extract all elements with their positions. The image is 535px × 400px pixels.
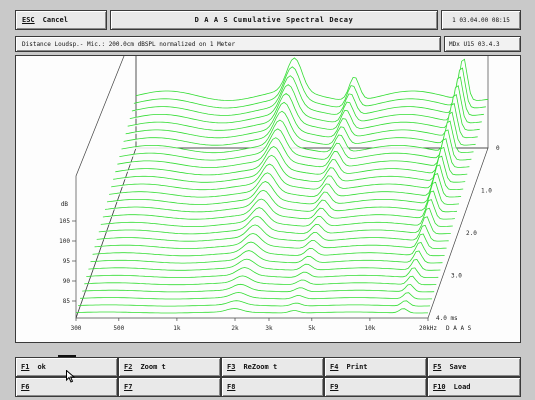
chart-axes [72, 56, 489, 321]
f5-key: F5 [433, 363, 442, 371]
waterfall-plot-frame: 105 100 95 90 85 dB 300 500 1k 2k 3k 5k 10k 20kHz D A … [15, 55, 521, 343]
f3-rezoom-button[interactable]: F3 ReZoom t [221, 357, 324, 377]
chart-labels: 105 100 95 90 85 dB 300 500 1k 2k 3k 5k 10k 20kHz D A … [59, 145, 500, 332]
decay-slice-line [84, 275, 437, 286]
decay-slice-line [75, 308, 428, 314]
decay-slice-line [78, 300, 431, 307]
y-tick-label: 105 [59, 218, 70, 225]
x-tick-label: 2k [231, 325, 239, 332]
decay-slice-line [90, 250, 443, 264]
f1-key: F1 [21, 363, 30, 371]
decay-slice-line [125, 101, 478, 139]
decay-slice-line [135, 57, 489, 101]
decay-slice-line [111, 163, 464, 191]
y-tick-label: 95 [63, 258, 71, 265]
window-title: D A A S Cumulative Spectral Decay [110, 10, 438, 30]
decay-slice-line [133, 66, 486, 109]
esc-key-label: ESC [22, 16, 35, 24]
decay-slice-line [92, 241, 445, 257]
x-tick-label: 1k [173, 325, 181, 332]
y-tick-label: 85 [63, 298, 71, 305]
decay-slice-line [127, 93, 480, 131]
f2-zoom-button[interactable]: F2 Zoom t [118, 357, 221, 377]
f7-button[interactable]: F7 [118, 377, 221, 397]
x-tick-label: 5k [308, 325, 316, 332]
decay-slices [75, 57, 489, 314]
decay-slice-line [109, 172, 462, 198]
decay-slice-line [94, 233, 447, 249]
decay-slice-line [115, 146, 468, 176]
decay-slice-line [119, 128, 472, 161]
f8-button[interactable]: F8 [221, 377, 324, 397]
y-tick-label: 90 [63, 278, 71, 285]
decay-slice-line [129, 84, 482, 124]
cancel-button[interactable]: ESC Cancel [15, 10, 107, 30]
decay-slice-line [96, 224, 449, 242]
f8-key: F8 [227, 383, 236, 391]
focus-cursor [58, 355, 76, 357]
datetime-display: 1 03.04.00 08:15 [441, 10, 521, 30]
f5-label: Save [449, 363, 467, 371]
f3-key: F3 [227, 363, 236, 371]
floor-plane [75, 147, 489, 319]
f4-key: F4 [330, 363, 339, 371]
decay-slice-line [117, 137, 470, 168]
decay-slice-line [86, 267, 439, 278]
y-tick-label: 100 [59, 238, 70, 245]
time-tick-label: 4.0 ms [436, 315, 458, 322]
decay-slice-line [82, 283, 435, 293]
f4-print-button[interactable]: F4 Print [324, 357, 427, 377]
decay-slice-line [88, 258, 441, 271]
decay-slice-line [102, 198, 455, 220]
f2-label: Zoom t [140, 363, 166, 371]
decay-slice-line [121, 119, 474, 154]
x-tick-label: 300 [71, 325, 82, 332]
decay-slice-line [131, 75, 484, 116]
f10-key: F10 [433, 383, 446, 391]
f1-label: ok [37, 363, 46, 371]
decay-slice-line [104, 189, 458, 213]
f2-key: F2 [124, 363, 133, 371]
f9-key: F9 [330, 383, 339, 391]
time-tick-label: 3.0 [451, 273, 462, 280]
time-tick-label: 0 [496, 145, 500, 152]
decay-slice-line [106, 181, 460, 205]
brand-label: D A A S [446, 325, 472, 332]
f10-load-button[interactable]: F10 Load [427, 377, 521, 397]
left-wall [75, 56, 137, 319]
x-tick-label: 10k [364, 325, 375, 332]
cancel-label: Cancel [42, 16, 68, 24]
version-info: MDx U15 03.4.3 [444, 36, 521, 52]
f6-key: F6 [21, 383, 30, 391]
measurement-info: Distance Loudsp.- Mic.: 200.0cm dBSPL no… [15, 36, 441, 52]
f9-button[interactable]: F9 [324, 377, 427, 397]
f5-save-button[interactable]: F5 Save [427, 357, 521, 377]
f10-label: Load [453, 383, 471, 391]
time-tick-label: 1.0 [481, 188, 492, 195]
f7-key: F7 [124, 383, 133, 391]
decay-slice-line [113, 154, 466, 183]
y-unit-label: dB [61, 201, 69, 208]
mouse-pointer-icon [66, 370, 75, 383]
x-tick-label: 3k [265, 325, 273, 332]
f4-label: Print [346, 363, 368, 371]
decay-slice-line [123, 110, 476, 146]
decay-slice-line [80, 292, 433, 300]
waterfall-chart: 105 100 95 90 85 dB 300 500 1k 2k 3k 5k 10k 20kHz D A … [59, 56, 500, 332]
decay-slice-line [100, 207, 453, 228]
x-tick-label: 500 [113, 325, 124, 332]
x-tick-label: 20kHz [419, 325, 437, 332]
time-tick-label: 2.0 [466, 230, 477, 237]
f3-label: ReZoom t [243, 363, 278, 371]
decay-slice-line [98, 215, 451, 235]
